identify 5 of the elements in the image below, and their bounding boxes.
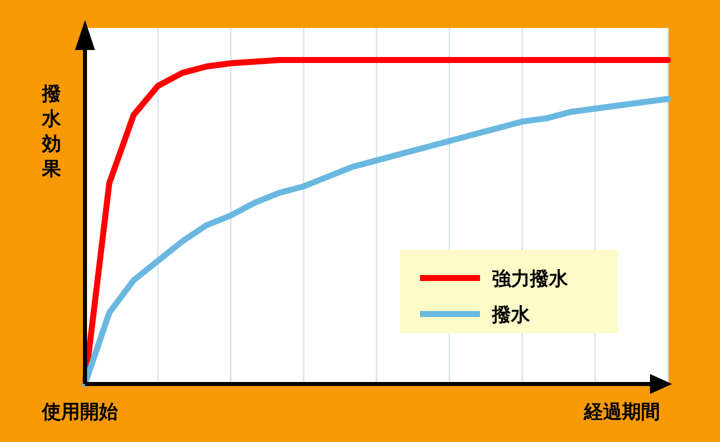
text: 使用開始 <box>41 401 119 423</box>
legend-label: 撥水 <box>491 304 531 326</box>
x-axis-title: 経過期間 <box>583 401 660 423</box>
legend-label: 強力撥水 <box>492 268 569 290</box>
y-axis-title: 撥水効果 <box>41 83 62 180</box>
